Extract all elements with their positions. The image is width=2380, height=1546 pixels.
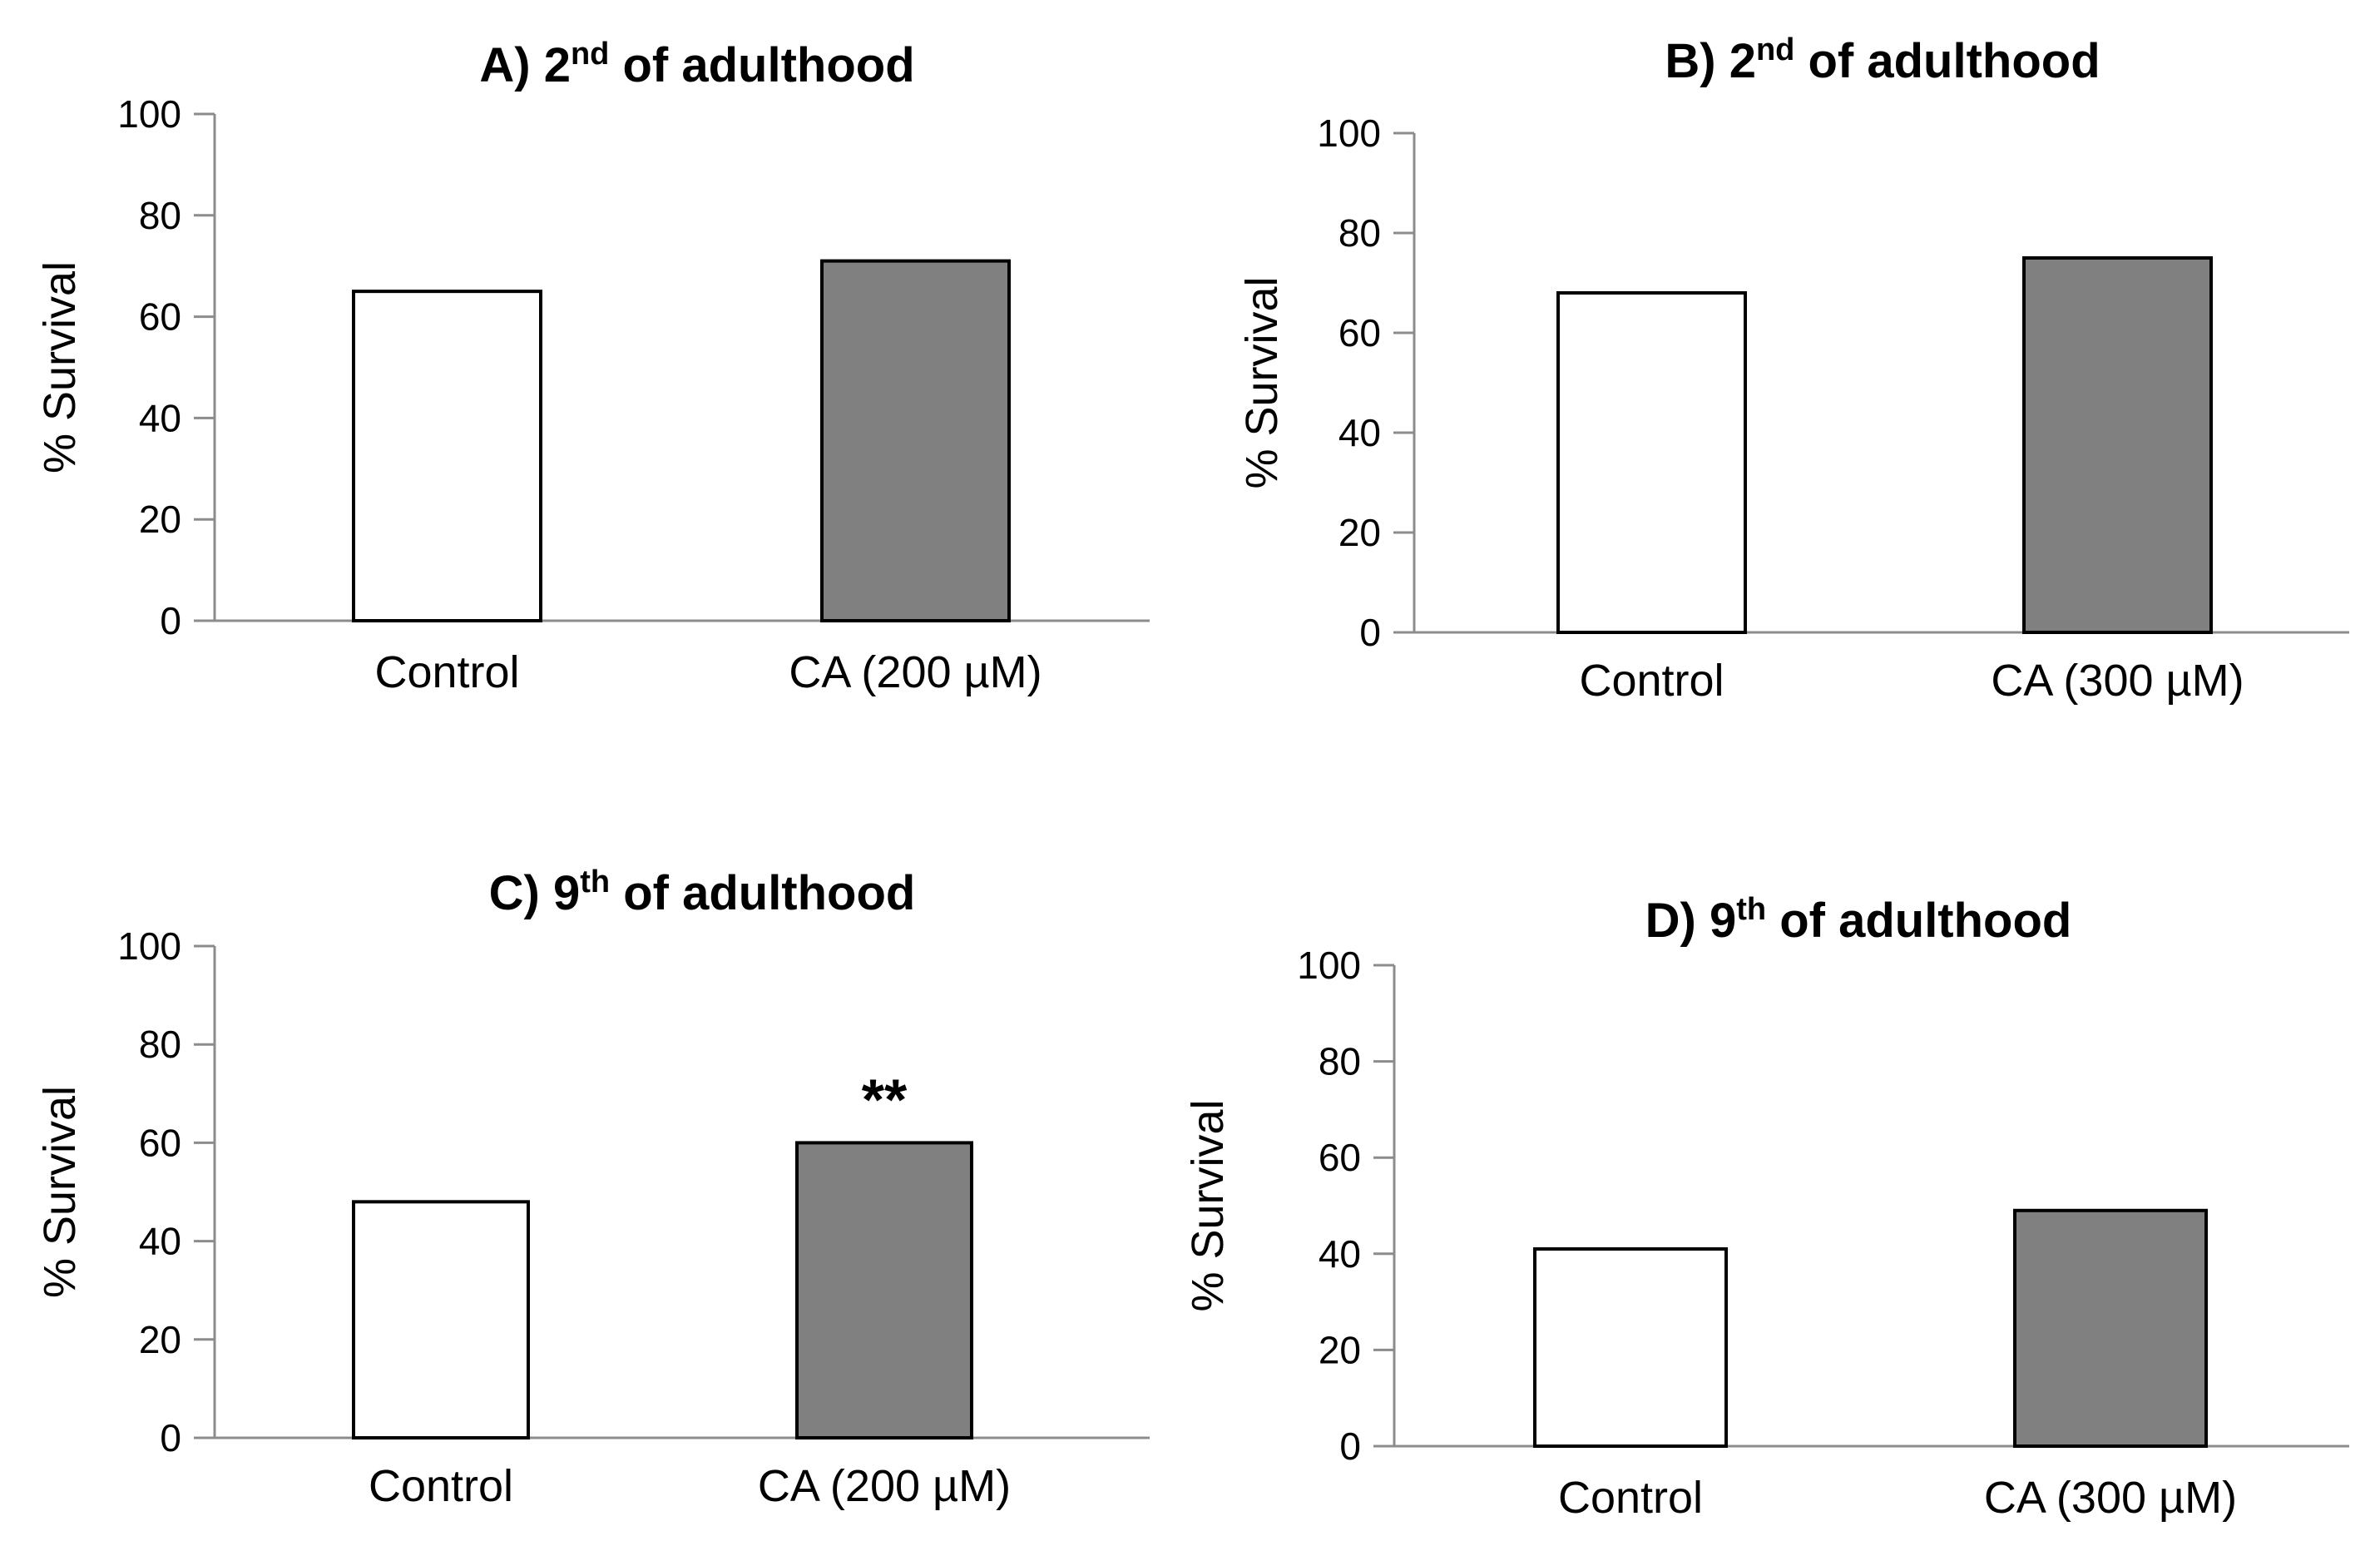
- chart-title-suffix: of adulthood: [1766, 894, 2071, 948]
- x-category-label: CA (200 µM): [789, 647, 1042, 697]
- y-tick-label: 100: [1317, 111, 1381, 155]
- x-category-label: CA (300 µM): [1991, 656, 2244, 706]
- significance-annotation: **: [862, 1067, 908, 1132]
- y-tick-label: 0: [160, 599, 181, 642]
- chart-title-prefix: C) 9: [489, 866, 581, 920]
- y-tick-label: 60: [139, 1121, 181, 1164]
- y-tick-label: 60: [139, 295, 181, 339]
- chart-title-sup: nd: [1756, 32, 1794, 67]
- y-axis-label: % Survival: [1183, 1099, 1233, 1311]
- y-tick-label: 40: [139, 1220, 181, 1263]
- y-tick-label: 0: [1339, 1425, 1361, 1468]
- chart-title-prefix: D) 9: [1645, 894, 1737, 948]
- y-tick-label: 20: [139, 498, 181, 541]
- y-tick-label: 100: [117, 924, 181, 968]
- bar-control: [352, 1200, 530, 1439]
- chart-title: C) 9th of adulthood: [489, 865, 916, 920]
- y-tick-label: 80: [1338, 211, 1381, 255]
- y-tick-label: 0: [1359, 611, 1381, 654]
- chart-title-prefix: A) 2: [479, 38, 571, 92]
- y-tick-label: 80: [139, 1023, 181, 1066]
- chart-title-suffix: of adulthood: [609, 38, 914, 92]
- chart-panel-1: A) 2nd of adulthood 0 20 40 60 80 100 % Surviva…: [35, 37, 1150, 697]
- y-tick-label: 40: [1319, 1232, 1361, 1276]
- chart-title: D) 9th of adulthood: [1645, 892, 2072, 948]
- y-tick-label: 60: [1319, 1136, 1361, 1179]
- y-tick-label: 60: [1338, 311, 1381, 354]
- chart-title-suffix: of adulthood: [610, 866, 915, 920]
- y-tick-label: 100: [117, 92, 181, 136]
- x-category-label: CA (300 µM): [1984, 1473, 2237, 1523]
- chart-title-sup: th: [1736, 892, 1766, 927]
- y-tick-label: 20: [139, 1318, 181, 1361]
- y-tick-label: 0: [160, 1416, 181, 1459]
- y-tick-label: 40: [1338, 411, 1381, 454]
- y-tick-label: 40: [139, 396, 181, 439]
- chart-title-sup: th: [580, 865, 610, 899]
- chart-panel-2: B) 2nd of adulthood 0 20 40 60 80 100 % Surviva…: [1237, 32, 2349, 706]
- x-category-label: Control: [369, 1461, 513, 1511]
- chart-panel-4: D) 9th of adulthood 0 20 40 60 80 100 % Surviva…: [1183, 892, 2349, 1523]
- y-tick-label: 100: [1297, 944, 1361, 987]
- chart-title-sup: nd: [571, 37, 609, 72]
- y-tick-label: 20: [1338, 511, 1381, 554]
- bar-ca: [2013, 1208, 2208, 1449]
- y-tick-label: 80: [1319, 1040, 1361, 1083]
- x-category-label: Control: [1579, 656, 1724, 706]
- bar-ca: [795, 1141, 973, 1440]
- x-category-label: CA (200 µM): [758, 1461, 1011, 1511]
- chart-title: B) 2nd of adulthood: [1665, 32, 2100, 88]
- chart-title-suffix: of adulthood: [1794, 34, 2100, 88]
- bar-control: [352, 290, 542, 622]
- y-tick-label: 80: [139, 194, 181, 237]
- x-category-label: Control: [1558, 1473, 1703, 1523]
- x-category-label: Control: [374, 647, 519, 697]
- bar-ca: [2022, 256, 2213, 634]
- chart-title-prefix: B) 2: [1665, 34, 1756, 88]
- y-tick-label: 20: [1319, 1328, 1361, 1371]
- bar-control: [1556, 291, 1747, 634]
- y-axis-label: % Survival: [35, 1086, 85, 1298]
- y-axis-label: % Survival: [1237, 276, 1287, 488]
- bar-ca: [820, 259, 1011, 622]
- y-axis-label: % Survival: [35, 261, 85, 473]
- chart-panel-3: C) 9th of adulthood 0 20 40 60 80 100 % Surviva…: [35, 865, 1150, 1511]
- bar-control: [1533, 1247, 1728, 1449]
- chart-title: A) 2nd of adulthood: [479, 37, 914, 92]
